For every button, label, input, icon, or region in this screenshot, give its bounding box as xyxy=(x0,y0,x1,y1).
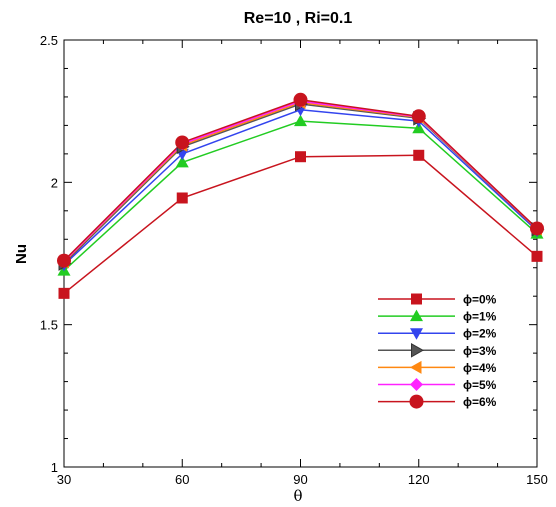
y-axis-label: Nu xyxy=(13,244,30,264)
data-point-s0-0 xyxy=(58,287,70,299)
legend-marker-2 xyxy=(410,328,423,340)
data-point-s1-1 xyxy=(175,155,189,168)
legend-marker-3 xyxy=(411,342,425,358)
series-line-0 xyxy=(63,154,538,294)
x-tick-label: 150 xyxy=(526,472,548,487)
data-point-s0-1 xyxy=(176,192,188,204)
legend-label: ϕ=2% xyxy=(463,327,497,341)
legend-label: ϕ=6% xyxy=(463,395,497,409)
legend-marker-1 xyxy=(410,309,423,322)
legend-label: ϕ=3% xyxy=(463,344,497,358)
series-line-2 xyxy=(63,108,538,266)
data-point-s0-3 xyxy=(413,149,425,161)
data-point-s1-2 xyxy=(294,114,307,127)
x-tick-label: 30 xyxy=(57,472,71,487)
legend-marker-4 xyxy=(410,360,422,374)
x-tick-label: 120 xyxy=(408,472,430,487)
legend-marker-6 xyxy=(409,394,424,409)
data-point-s6-4 xyxy=(530,221,544,236)
data-point-s0-2 xyxy=(295,151,306,163)
legend-label: ϕ=0% xyxy=(463,293,497,307)
legend-marker-0 xyxy=(411,293,422,305)
data-point-s6-3 xyxy=(411,109,426,124)
y-tick-label: 1 xyxy=(51,460,58,475)
y-tick-label: 1.5 xyxy=(40,318,58,333)
series-line-3 xyxy=(63,103,538,264)
y-tick-label: 2.5 xyxy=(40,33,58,48)
chart-title: Re=10 , Ri=0.1 xyxy=(244,10,353,27)
legend-label: ϕ=5% xyxy=(463,378,497,392)
data-point-s6-1 xyxy=(175,135,190,150)
x-axis-label: θ xyxy=(293,487,302,505)
data-point-s6-2 xyxy=(293,92,308,107)
series-lines xyxy=(63,99,538,294)
y-tick-label: 2 xyxy=(51,175,58,190)
x-tick-label: 90 xyxy=(293,472,307,487)
data-point-s0-4 xyxy=(531,250,543,262)
series-line-4 xyxy=(63,101,538,263)
x-tick-label: 60 xyxy=(175,472,189,487)
legend-label: ϕ=4% xyxy=(463,361,497,375)
axis-ticks: 30 60 90 120 150 1 1.5 2 2.5 xyxy=(40,33,548,487)
data-point-s6-0 xyxy=(57,253,71,268)
series-markers xyxy=(57,92,545,299)
legend-label: ϕ=1% xyxy=(463,310,497,324)
legend: ϕ=0% ϕ=1% ϕ=2% ϕ=3% ϕ=4% ϕ=5% ϕ=6% xyxy=(378,293,497,409)
legend-marker-5 xyxy=(410,378,423,391)
